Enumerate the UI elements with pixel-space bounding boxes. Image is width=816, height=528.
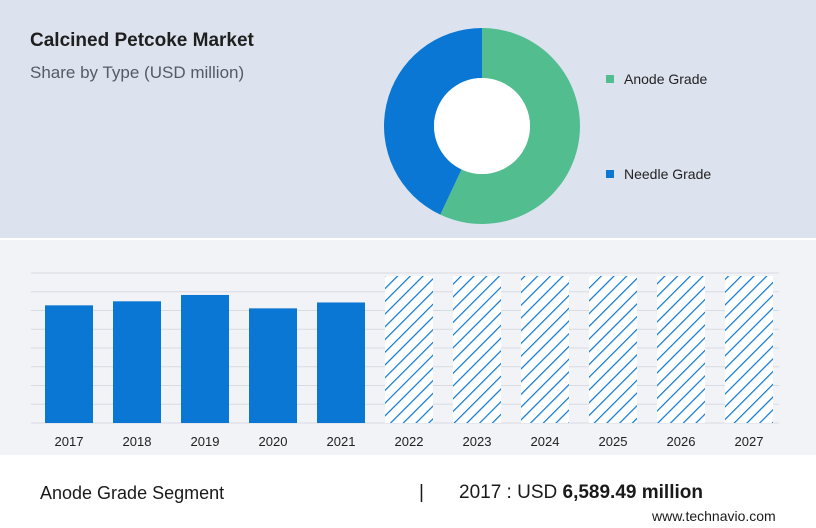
forecast-bar-2022 xyxy=(385,276,433,423)
segment-value-prefix: 2017 : USD xyxy=(459,482,563,503)
x-tick-label: 2024 xyxy=(531,434,560,449)
donut-chart xyxy=(384,28,580,224)
donut-slice-anode-grade xyxy=(440,28,580,224)
donut-hole xyxy=(434,78,530,174)
x-tick-label: 2025 xyxy=(599,434,628,449)
segment-label: Anode Grade Segment xyxy=(40,483,225,503)
bar-chart: 2017 2018 2019 2020 2021 2022 2023 2024 2025 2026… xyxy=(31,272,779,449)
legend-label-needle-grade: Needle Grade xyxy=(624,166,712,182)
bar-2019 xyxy=(181,294,229,423)
x-tick-label: 2018 xyxy=(123,434,152,449)
x-tick-label: 2027 xyxy=(735,434,764,449)
bar-2021 xyxy=(317,302,365,423)
forecast-bar-2024 xyxy=(521,276,569,423)
x-tick-label: 2026 xyxy=(667,434,696,449)
chart-title: Calcined Petcoke Market xyxy=(30,30,254,51)
forecast-bar-2026 xyxy=(657,276,705,423)
x-tick-label: 2021 xyxy=(327,434,356,449)
bar-2020 xyxy=(249,308,297,423)
chart-subtitle: Share by Type (USD million) xyxy=(30,63,245,82)
legend-swatch-needle-grade xyxy=(606,170,614,179)
legend-swatch-anode-grade xyxy=(606,75,614,84)
bar-2017 xyxy=(45,305,93,423)
x-tick-label: 2019 xyxy=(191,434,220,449)
x-tick-label: 2023 xyxy=(463,434,492,449)
segment-value-amount: 6,589.49 million xyxy=(562,482,703,503)
forecast-bar-2023 xyxy=(453,276,501,423)
legend-item-needle-grade: Needle Grade xyxy=(606,166,711,182)
legend-item-anode-grade: Anode Grade xyxy=(606,71,707,87)
legend-label-anode-grade: Anode Grade xyxy=(624,71,708,87)
forecast-bar-2027 xyxy=(725,276,773,423)
source-watermark: www.technavio.com xyxy=(652,508,776,524)
bar-2018 xyxy=(113,301,161,423)
x-tick-label: 2017 xyxy=(55,434,84,449)
donut-slice-needle-grade xyxy=(384,28,482,215)
forecast-bar-2025 xyxy=(589,276,637,423)
x-tick-label: 2022 xyxy=(395,434,424,449)
segment-value: 2017 : USD 6,589.49 million xyxy=(459,482,703,504)
footer-divider: | xyxy=(419,482,424,503)
x-tick-label: 2020 xyxy=(259,434,288,449)
